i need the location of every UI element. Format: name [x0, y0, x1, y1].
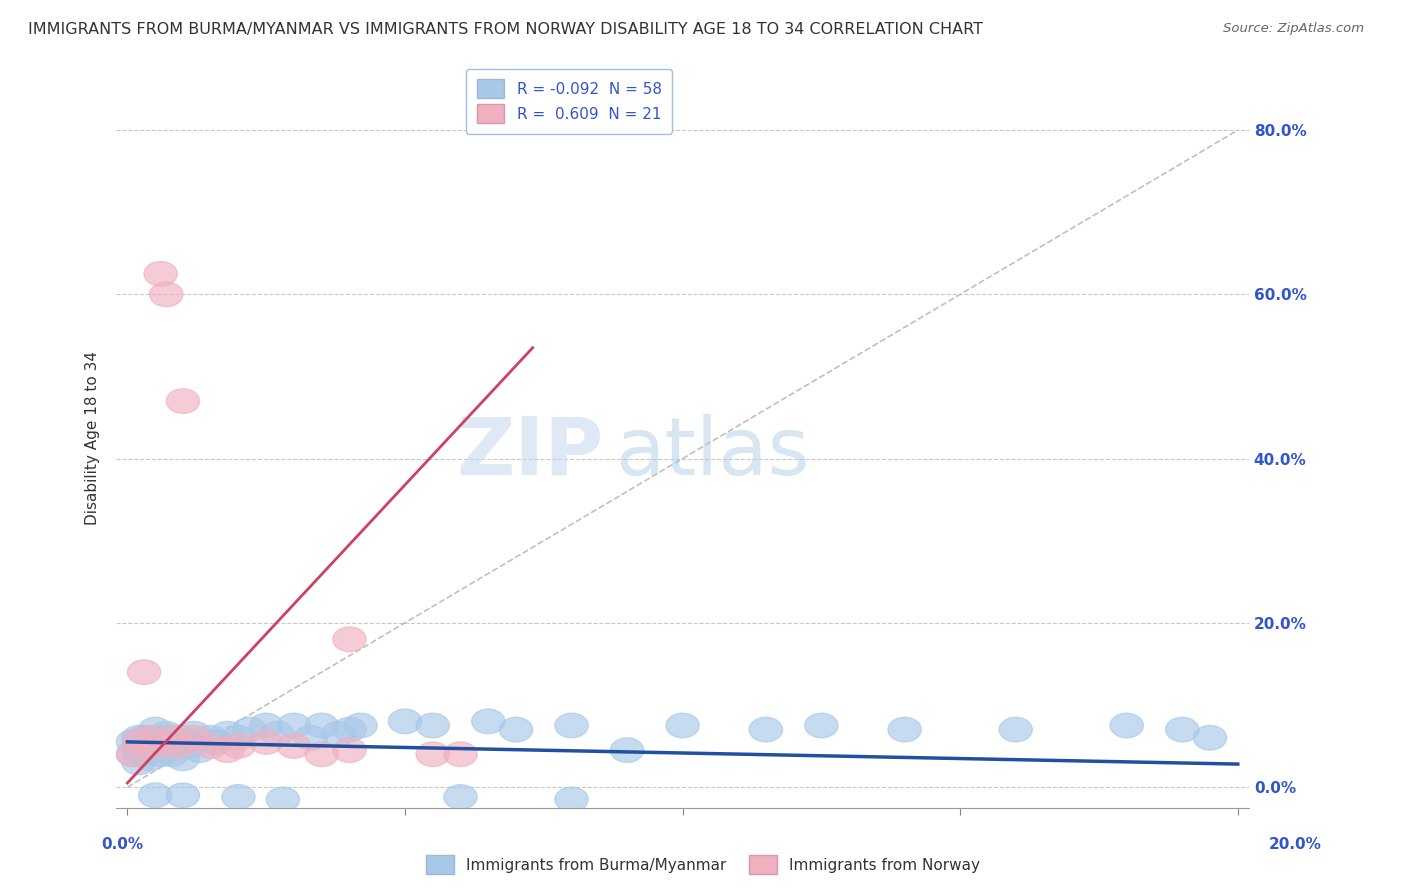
Text: ZIP: ZIP: [456, 414, 603, 491]
Ellipse shape: [143, 742, 177, 766]
Ellipse shape: [333, 627, 366, 651]
Ellipse shape: [305, 742, 339, 766]
Ellipse shape: [138, 783, 172, 807]
Ellipse shape: [344, 714, 377, 738]
Ellipse shape: [222, 725, 254, 750]
Ellipse shape: [143, 261, 177, 286]
Ellipse shape: [1000, 717, 1032, 742]
Ellipse shape: [444, 785, 477, 809]
Ellipse shape: [117, 742, 149, 766]
Ellipse shape: [211, 738, 245, 763]
Ellipse shape: [305, 714, 339, 738]
Ellipse shape: [444, 742, 477, 766]
Ellipse shape: [160, 730, 194, 755]
Ellipse shape: [138, 725, 172, 750]
Ellipse shape: [322, 722, 354, 746]
Ellipse shape: [149, 738, 183, 763]
Ellipse shape: [610, 738, 644, 763]
Ellipse shape: [155, 725, 188, 750]
Ellipse shape: [889, 717, 921, 742]
Ellipse shape: [128, 725, 160, 750]
Y-axis label: Disability Age 18 to 34: Disability Age 18 to 34: [86, 351, 100, 525]
Ellipse shape: [177, 725, 211, 750]
Legend: Immigrants from Burma/Myanmar, Immigrants from Norway: Immigrants from Burma/Myanmar, Immigrant…: [420, 849, 986, 880]
Ellipse shape: [194, 734, 228, 758]
Ellipse shape: [749, 717, 783, 742]
Ellipse shape: [166, 725, 200, 750]
Ellipse shape: [122, 730, 155, 755]
Ellipse shape: [155, 742, 188, 766]
Ellipse shape: [143, 730, 177, 755]
Ellipse shape: [172, 734, 205, 758]
Ellipse shape: [555, 787, 588, 812]
Ellipse shape: [388, 709, 422, 734]
Ellipse shape: [333, 717, 366, 742]
Ellipse shape: [160, 734, 194, 758]
Ellipse shape: [134, 725, 166, 750]
Ellipse shape: [149, 722, 183, 746]
Ellipse shape: [155, 725, 188, 750]
Ellipse shape: [277, 734, 311, 758]
Ellipse shape: [666, 714, 699, 738]
Ellipse shape: [1111, 714, 1143, 738]
Ellipse shape: [128, 742, 160, 766]
Ellipse shape: [249, 730, 283, 755]
Ellipse shape: [555, 714, 588, 738]
Ellipse shape: [222, 734, 254, 758]
Ellipse shape: [233, 717, 266, 742]
Ellipse shape: [122, 750, 155, 775]
Ellipse shape: [499, 717, 533, 742]
Ellipse shape: [138, 717, 172, 742]
Ellipse shape: [149, 282, 183, 307]
Text: atlas: atlas: [614, 414, 808, 491]
Ellipse shape: [471, 709, 505, 734]
Text: 0.0%: 0.0%: [101, 838, 143, 852]
Text: IMMIGRANTS FROM BURMA/MYANMAR VS IMMIGRANTS FROM NORWAY DISABILITY AGE 18 TO 34 : IMMIGRANTS FROM BURMA/MYANMAR VS IMMIGRA…: [28, 22, 983, 37]
Ellipse shape: [416, 714, 450, 738]
Ellipse shape: [194, 725, 228, 750]
Ellipse shape: [117, 730, 149, 755]
Ellipse shape: [200, 730, 233, 755]
Ellipse shape: [122, 725, 155, 750]
Ellipse shape: [260, 722, 294, 746]
Ellipse shape: [249, 714, 283, 738]
Ellipse shape: [277, 714, 311, 738]
Ellipse shape: [177, 722, 211, 746]
Legend: R = -0.092  N = 58, R =  0.609  N = 21: R = -0.092 N = 58, R = 0.609 N = 21: [467, 69, 672, 134]
Ellipse shape: [128, 730, 160, 755]
Ellipse shape: [333, 738, 366, 763]
Ellipse shape: [134, 734, 166, 758]
Ellipse shape: [166, 746, 200, 771]
Ellipse shape: [266, 787, 299, 812]
Ellipse shape: [134, 746, 166, 771]
Ellipse shape: [166, 389, 200, 413]
Ellipse shape: [416, 742, 450, 766]
Ellipse shape: [122, 738, 155, 763]
Ellipse shape: [183, 738, 217, 763]
Text: 20.0%: 20.0%: [1268, 838, 1322, 852]
Ellipse shape: [211, 722, 245, 746]
Text: Source: ZipAtlas.com: Source: ZipAtlas.com: [1223, 22, 1364, 36]
Ellipse shape: [1194, 725, 1226, 750]
Ellipse shape: [1166, 717, 1199, 742]
Ellipse shape: [138, 734, 172, 758]
Ellipse shape: [166, 783, 200, 807]
Ellipse shape: [222, 785, 254, 809]
Ellipse shape: [128, 660, 160, 684]
Ellipse shape: [294, 725, 328, 750]
Ellipse shape: [138, 738, 172, 763]
Ellipse shape: [804, 714, 838, 738]
Ellipse shape: [117, 742, 149, 766]
